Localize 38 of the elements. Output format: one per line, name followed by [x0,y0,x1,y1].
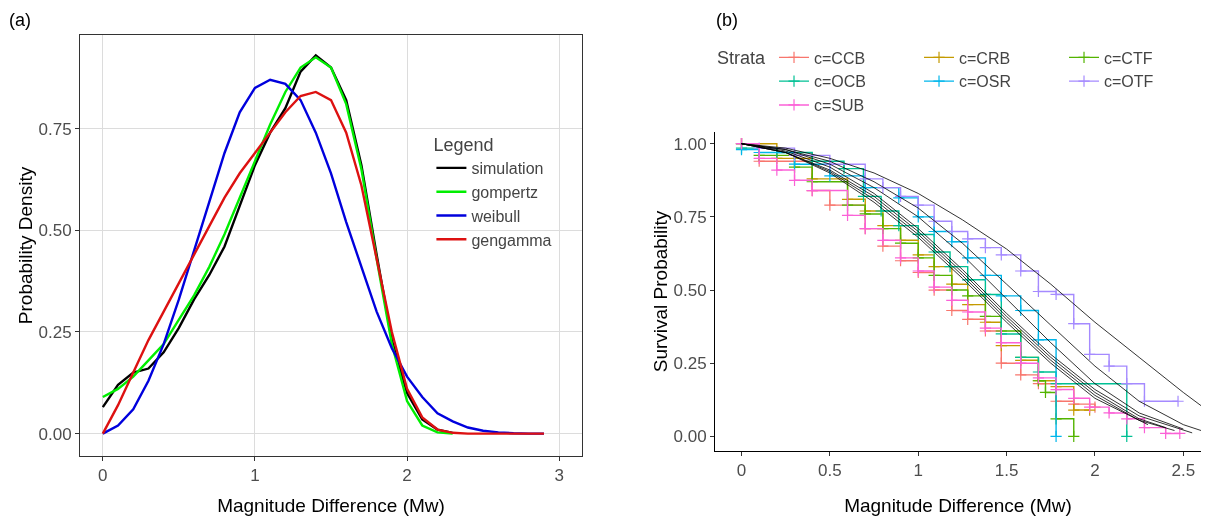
legend-label: c=CTF [1104,49,1153,67]
legend-label: simulation [471,160,544,178]
x-tick-label: 0 [736,461,747,481]
legend-label: gengamma [471,231,552,249]
y-tick-label: 0.75 [38,119,72,139]
x-tick-label: 1.5 [994,461,1019,481]
x-axis-title: Magnitude Difference (Mw) [217,495,445,516]
legend-label: c=OSR [959,73,1012,91]
x-tick-label: 3 [554,466,564,486]
x-tick-label: 2 [1090,461,1100,481]
x-tick-label: 1 [250,466,260,486]
chart-title: (a) [9,9,31,30]
y-axis-title: Probability Density [15,166,36,325]
y-tick-label: 0.50 [38,221,72,241]
y-axis-title: Survival Probability [650,210,671,373]
legend-label: c=SUB [814,97,865,115]
y-tick-label: 0.00 [673,427,707,447]
legend-label: c=CRB [959,49,1011,67]
x-tick-label: 2 [402,466,412,486]
y-tick-label: 0.50 [673,280,707,300]
legend-label: weibull [470,207,521,225]
y-tick-label: 0.25 [673,354,707,374]
legend-label: c=OTF [1104,73,1154,91]
legend-label: c=OCB [814,73,867,91]
y-tick-label: 0.00 [38,424,72,444]
x-tick-label: 2.5 [1171,461,1196,481]
legend-label: c=CCB [814,49,866,67]
x-tick-label: 1 [913,461,923,481]
x-axis-title: Magnitude Difference (Mw) [844,495,1072,516]
chart-title: (b) [716,9,739,30]
y-tick-label: 0.25 [38,322,72,342]
legend-title: Strata [717,47,767,68]
legend-label: gompertz [471,183,539,201]
x-tick-label: 0 [98,466,108,486]
legend-title: Legend [433,135,494,156]
x-tick-label: 0.5 [818,461,842,481]
y-tick-label: 1.00 [673,134,707,154]
y-tick-label: 0.75 [673,207,707,227]
